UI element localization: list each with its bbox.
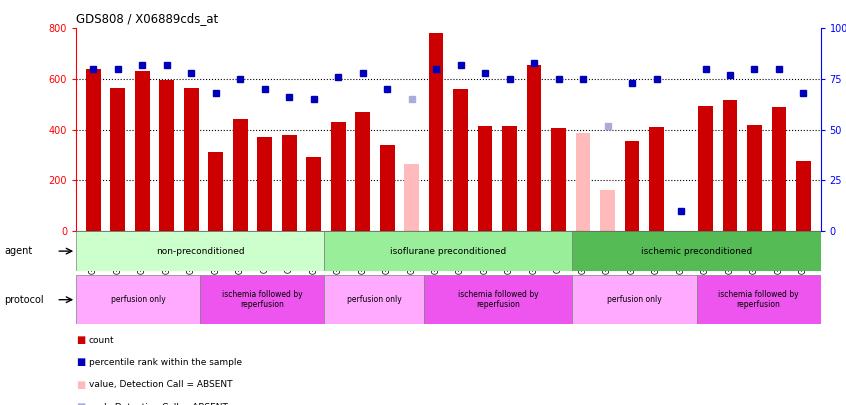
Text: non-preconditioned: non-preconditioned	[156, 247, 244, 256]
Bar	[355, 112, 370, 231]
Bar	[324, 275, 424, 324]
Bar	[233, 119, 248, 231]
Text: perfusion only: perfusion only	[111, 295, 166, 304]
Text: ■: ■	[76, 380, 85, 390]
Bar	[306, 158, 321, 231]
Text: value, Detection Call = ABSENT: value, Detection Call = ABSENT	[89, 380, 233, 389]
Text: ischemia followed by
reperfusion: ischemia followed by reperfusion	[718, 290, 799, 309]
Bar	[478, 126, 492, 231]
Text: ischemic preconditioned: ischemic preconditioned	[641, 247, 752, 256]
Bar	[772, 107, 786, 231]
Bar	[282, 134, 297, 231]
Text: ■: ■	[76, 402, 85, 405]
Bar	[722, 100, 738, 231]
Text: ischemia followed by
reperfusion: ischemia followed by reperfusion	[222, 290, 303, 309]
Bar	[429, 33, 443, 231]
Bar	[747, 124, 762, 231]
Bar	[380, 145, 394, 231]
Bar	[111, 88, 125, 231]
Text: ischemia followed by
reperfusion: ischemia followed by reperfusion	[458, 290, 538, 309]
Text: percentile rank within the sample: percentile rank within the sample	[89, 358, 242, 367]
Bar	[208, 152, 223, 231]
Text: perfusion only: perfusion only	[347, 295, 401, 304]
Bar	[76, 231, 324, 271]
Bar	[600, 190, 615, 231]
Bar	[573, 231, 821, 271]
Bar	[576, 133, 591, 231]
Bar	[573, 275, 696, 324]
Bar	[159, 80, 174, 231]
Bar	[453, 89, 468, 231]
Bar	[257, 137, 272, 231]
Text: count: count	[89, 336, 114, 345]
Bar	[86, 69, 101, 231]
Text: protocol: protocol	[4, 295, 44, 305]
Bar	[424, 275, 573, 324]
Bar	[331, 122, 345, 231]
Bar	[135, 71, 150, 231]
Bar	[624, 141, 640, 231]
Bar	[184, 88, 199, 231]
Text: agent: agent	[4, 246, 32, 256]
Bar	[696, 275, 821, 324]
Text: perfusion only: perfusion only	[607, 295, 662, 304]
Bar	[76, 275, 201, 324]
Text: isoflurane preconditioned: isoflurane preconditioned	[390, 247, 507, 256]
Bar	[552, 128, 566, 231]
Text: ■: ■	[76, 335, 85, 345]
Bar	[404, 164, 419, 231]
Text: GDS808 / X06889cds_at: GDS808 / X06889cds_at	[76, 12, 218, 25]
Bar	[649, 127, 664, 231]
Text: ■: ■	[76, 358, 85, 367]
Bar	[796, 161, 810, 231]
Bar	[324, 231, 573, 271]
Bar	[201, 275, 324, 324]
Bar	[503, 126, 517, 231]
Text: rank, Detection Call = ABSENT: rank, Detection Call = ABSENT	[89, 403, 228, 405]
Bar	[527, 65, 541, 231]
Bar	[698, 106, 713, 231]
